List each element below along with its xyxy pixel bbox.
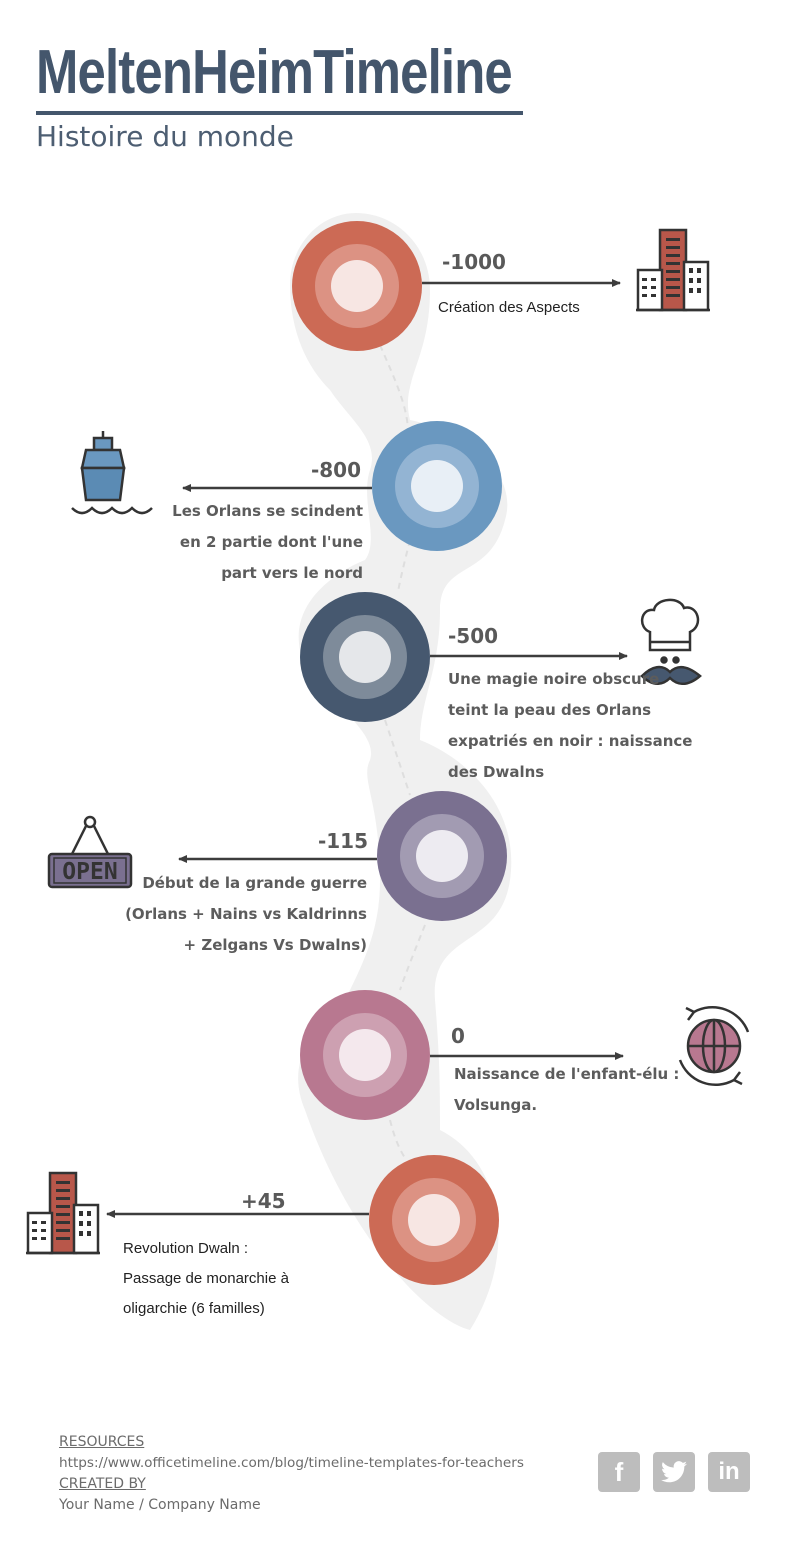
event-description-line: (Orlans + Nains vs Kaldrinns <box>125 905 367 923</box>
event-description-line: Naissance de l'enfant-élu : <box>454 1065 680 1083</box>
event-description-line: Début de la grande guerre <box>142 874 367 892</box>
event-year: -1000 <box>442 250 506 274</box>
event-description-line: oligarchie (6 familles) <box>123 1300 265 1317</box>
resources-link[interactable]: https://www.officetimeline.com/blog/time… <box>59 1455 524 1471</box>
facebook-icon: f <box>614 1456 624 1487</box>
event-description-line: en 2 partie dont l'une <box>179 533 363 551</box>
event-description-line: Volsunga. <box>454 1096 538 1114</box>
event-description-line: Passage de monarchie à <box>123 1270 289 1287</box>
open-sign-text: OPEN <box>62 859 117 885</box>
chef-mustache-icon <box>640 598 702 685</box>
timeline-node-5 <box>300 990 430 1120</box>
event-year: +45 <box>241 1189 286 1213</box>
city-buildings-icon <box>26 1171 100 1255</box>
globe-refresh-icon <box>678 1006 750 1086</box>
timeline-node-4 <box>377 791 507 921</box>
event-year: 0 <box>451 1024 465 1048</box>
event-description: Les Orlans se scindent en 2 partie dont … <box>140 496 363 589</box>
timeline-node-6 <box>369 1155 499 1285</box>
event-year: -500 <box>448 624 499 648</box>
event-description-line: part vers le nord <box>221 564 363 582</box>
resources-label: RESOURCES <box>59 1434 145 1450</box>
event-description-line: teint la peau des Orlans <box>448 701 652 719</box>
timeline-node-2 <box>372 421 502 551</box>
event-year: -800 <box>310 458 361 482</box>
event-description: Naissance de l'enfant-élu : Volsunga. <box>454 1059 694 1121</box>
event-description-line: + Zelgans Vs Dwalns) <box>183 936 367 954</box>
event-description-line: Une magie noire obscure <box>448 670 660 688</box>
event-description-line: des Dwalns <box>448 763 545 781</box>
title-underline <box>36 111 523 115</box>
ship-icon <box>71 431 153 515</box>
event-description: Création des Aspects <box>438 293 638 323</box>
event-year: -115 <box>317 829 368 853</box>
twitter-icon <box>661 1461 687 1483</box>
timeline-dashes <box>379 344 426 1159</box>
timeline-node-3 <box>300 592 430 722</box>
event-description-line: Revolution Dwaln : <box>123 1240 249 1257</box>
linkedin-icon: in <box>718 1458 740 1485</box>
event-description: Début de la grande guerre (Orlans + Nain… <box>120 868 367 961</box>
page-subtitle: Histoire du monde <box>36 120 294 153</box>
created-by-value: Your Name / Company Name <box>59 1497 261 1513</box>
page-title: MeltenHeimTimeline <box>36 38 513 107</box>
open-sign-icon: OPEN <box>47 815 133 889</box>
created-by-label: CREATED BY <box>59 1476 146 1492</box>
event-description: Revolution Dwaln : Passage de monarchie … <box>123 1234 323 1324</box>
linkedin-button[interactable]: in <box>708 1452 750 1492</box>
event-description-line: expatriés en noir : naissance <box>448 732 693 750</box>
twitter-button[interactable] <box>653 1452 695 1492</box>
event-description-line: Les Orlans se scindent <box>172 502 363 520</box>
event-description-line: Création des Aspects <box>438 299 580 316</box>
city-buildings-icon <box>636 228 710 312</box>
facebook-button[interactable]: f <box>598 1452 640 1492</box>
timeline-node-1 <box>292 221 422 351</box>
event-description: Une magie noire obscure teint la peau de… <box>448 664 708 788</box>
